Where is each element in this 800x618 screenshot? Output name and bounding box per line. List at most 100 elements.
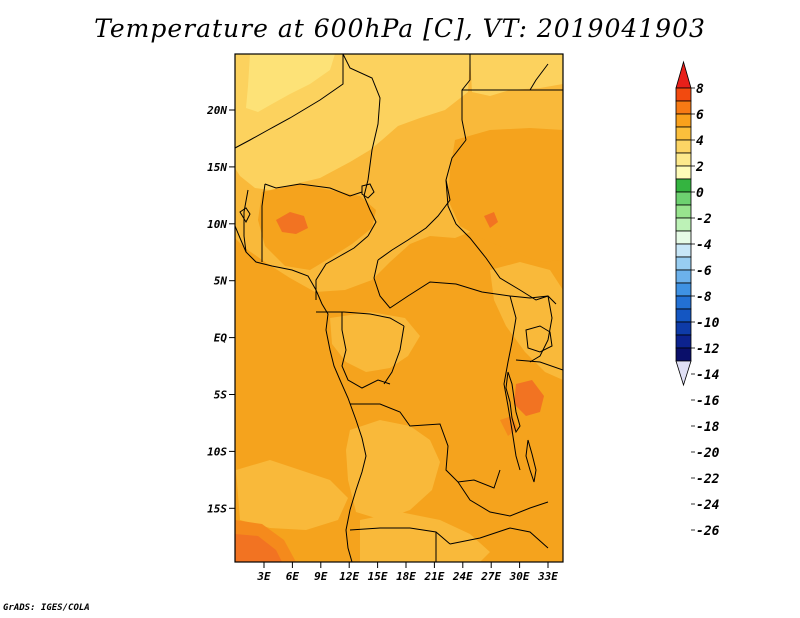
border-chad-sudan [377,139,467,261]
colorbar-segment [675,100,692,115]
lat-tick-label: 5S [214,389,228,402]
colorbar-bottom-arrow [675,360,692,387]
field-warm-nigeria [258,184,376,270]
field-coolest-sahara [246,54,335,112]
lat-tick-label: 5N [214,275,228,288]
lon-tick-label: 3E [256,570,271,583]
lat-tick-label: 10S [207,445,227,458]
border-ghana-togo [243,189,249,253]
border-chad-west [363,179,377,237]
field-hot-nigeria [276,212,308,234]
colorbar-level-label: 0 [696,186,704,201]
colorbar-segment [675,256,692,271]
colorbar-top-arrow [675,60,692,89]
colorbar-level-label: -16 [696,394,720,409]
field-hot-tanzania [500,416,518,436]
lon-tick-label: 30E [509,570,530,583]
field-hot-sudan [484,212,498,228]
country-borders [235,54,563,562]
field-mid-east-africa [490,262,563,380]
colorbar-level-label: -24 [696,498,720,513]
border-car-north [373,259,549,309]
border-nigeria-cameroon [315,235,369,300]
border-congo-drc [383,325,405,385]
lat-tick-label: EQ [214,332,228,345]
lake-volta [239,207,251,224]
field-warm-east-sudan [448,128,563,262]
lon-tick-label: 12E [339,570,359,583]
border-niger-south [264,183,363,197]
lon-tick-label: 6E [286,570,300,583]
lon-tick-label: 33E [537,570,558,583]
colorbar-segment [675,113,692,128]
map-title: Temperature at 600hPa [C], VT: 201904190… [94,14,706,43]
colorbar-segment [675,282,692,297]
colorbar-level-label: -20 [696,446,720,461]
lon-tick-label: 9E [314,570,328,583]
field-hot-kenya [514,380,544,416]
colorbar-level-label: 8 [696,82,704,97]
colorbar-level-label: -12 [696,342,720,357]
colorbar-segment [675,87,692,102]
colorbar-level-label: 2 [695,160,704,175]
colorbar-level-label: -6 [696,264,712,279]
colorbar-segment [675,347,692,362]
colorbar-segment [675,204,692,219]
ne-coast [529,63,549,91]
colorbar-level-label: -22 [696,472,720,487]
border-south-sudan [445,179,557,305]
field-mid-south [360,512,490,562]
border-algeria-libya [342,54,381,181]
lake-malawi [525,439,537,483]
longitude-axis: 3E 6E 9E 12E 15E 18E 21E 24E 27E 30E 33E [256,562,558,583]
colorbar-segment [675,269,692,284]
colorbar-level-label: -14 [696,368,720,383]
border-angola-namibia [349,527,451,545]
colorbar-level-label: -10 [696,316,720,331]
colorbar-segment [675,334,692,349]
temperature-field [235,54,563,562]
colorbar-segment [675,321,692,336]
field-hottest-ocean-sw [235,534,282,562]
colorbar-level-label: -4 [696,238,712,253]
colorbar-segment [675,230,692,245]
border-botswana-zimbabwe [449,527,549,549]
colorbar-segment [675,165,692,180]
border-cameroon-congo [316,311,405,327]
lake-victoria [525,325,553,353]
lat-tick-label: 15S [207,502,227,515]
lon-tick-label: 15E [368,570,388,583]
field-mid-zambia [346,420,440,520]
colorbar-level-label: -26 [696,524,720,539]
border-tanzania-north [515,359,563,371]
lon-tick-label: 24E [452,570,473,583]
field-mid-angola [236,460,348,530]
border-uganda-kenya [529,295,553,363]
field-cool-ne [470,54,563,96]
colorbar-segment [675,308,692,323]
map-frame [234,53,564,563]
lon-tick-label: 18E [396,570,416,583]
colorbar-level-label: -2 [696,212,712,227]
colorbar-segment [675,152,692,167]
lon-tick-label: 21E [423,570,444,583]
colorbar-segment [675,191,692,206]
border-benin-nigeria [261,183,266,262]
lat-tick-label: 15N [207,161,227,174]
grads-credit: GrADS: IGES/COLA [3,603,90,613]
colorbar-segment [675,126,692,141]
colorbar-segment [675,139,692,154]
border-mali-niger [235,54,344,149]
lat-tick-label: 20N [206,104,227,117]
border-gabon-congo [341,312,391,389]
colorbar-segment [675,243,692,258]
colorbar-level-label: -18 [696,420,720,435]
lake-tanganyika [505,371,521,434]
colorbar-level-label: 6 [696,108,704,123]
colorbar-level-label: 4 [696,134,704,149]
latitude-axis: 20N 15N 10N 5N EQ 5S 10S 15S [206,104,235,515]
lat-tick-label: 10N [207,218,227,231]
colorbar: 8 6 4 2 0 -2 -4 -6 -8 -10 -12 -14 -16 -18 -20 -22 -24 -26 [675,60,720,539]
border-drc-east [503,295,521,471]
